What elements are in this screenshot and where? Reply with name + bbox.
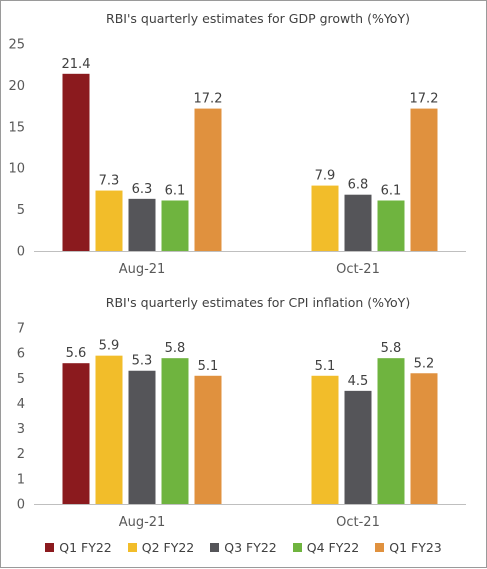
legend-label-q2-fy22: Q2 FY22 [141, 539, 195, 555]
cpi-category-label: Oct-21 [336, 515, 380, 530]
gdp-y-tick-label: 25 [8, 38, 25, 53]
cpi-bar-value-label: 5.6 [66, 346, 87, 361]
gdp-bar-value-label: 6.3 [132, 182, 153, 197]
cpi-chart-title: RBI's quarterly estimates for CPI inflat… [106, 295, 410, 310]
gdp-bar [410, 108, 438, 251]
cpi-y-tick-label: 5 [17, 372, 25, 387]
cpi-bar-value-label: 5.1 [315, 359, 336, 374]
gdp-bar-value-label: 6.1 [165, 183, 186, 198]
gdp-bar-value-label: 17.2 [410, 92, 439, 107]
cpi-bar-value-label: 5.3 [132, 354, 153, 369]
gdp-bar-value-label: 6.8 [348, 178, 369, 193]
gdp-bar [128, 198, 156, 251]
cpi-bar [95, 355, 123, 504]
cpi-bar-value-label: 5.1 [198, 359, 219, 374]
legend-swatch-q1-fy22 [45, 542, 55, 552]
gdp-y-tick-label: 15 [8, 120, 25, 135]
cpi-y-tick-label: 6 [17, 347, 25, 362]
legend-swatch-q4-fy22 [292, 542, 302, 552]
gdp-category-label: Oct-21 [336, 262, 380, 277]
cpi-chart: RBI's quarterly estimates for CPI inflat… [17, 295, 466, 530]
cpi-y-tick-label: 0 [17, 498, 25, 513]
cpi-y-tick-label: 4 [17, 397, 25, 412]
cpi-bar-value-label: 5.9 [99, 339, 120, 354]
gdp-y-tick-label: 10 [8, 162, 25, 177]
legend-label-q1-fy22: Q1 FY22 [59, 539, 112, 555]
legend-item-q4-fy22: Q4 FY22 [292, 539, 360, 555]
cpi-bar [161, 358, 189, 504]
gdp-y-tick-label: 0 [17, 245, 25, 260]
legend-label-q3-fy22: Q3 FY22 [224, 539, 277, 555]
gdp-bar [62, 73, 90, 251]
cpi-y-tick-label: 3 [17, 422, 25, 437]
gdp-bar [377, 200, 405, 251]
cpi-bar [194, 375, 222, 504]
cpi-bar [344, 390, 372, 504]
cpi-bar-value-label: 5.2 [414, 356, 435, 371]
cpi-bar-value-label: 4.5 [348, 374, 369, 389]
cpi-bar [62, 363, 90, 504]
gdp-bar [161, 200, 189, 251]
gdp-bar-value-label: 7.3 [99, 174, 120, 189]
cpi-category-label: Aug-21 [119, 515, 166, 530]
gdp-bar [194, 108, 222, 251]
cpi-y-tick-label: 7 [17, 322, 25, 337]
gdp-bar-value-label: 17.2 [194, 92, 223, 107]
gdp-chart-title: RBI's quarterly estimates for GDP growth… [106, 11, 410, 26]
gdp-bar-value-label: 7.9 [315, 169, 336, 184]
cpi-bar [128, 370, 156, 504]
gdp-y-tick-label: 20 [8, 79, 25, 94]
legend: Q1 FY22 Q2 FY22 Q3 FY22 Q4 FY22 Q1 FY23 [0, 536, 487, 558]
cpi-bar-value-label: 5.8 [381, 341, 402, 356]
gdp-bar-value-label: 21.4 [62, 57, 91, 72]
gdp-bar [344, 194, 372, 251]
gdp-bar-value-label: 6.1 [381, 183, 402, 198]
cpi-bar [410, 373, 438, 504]
legend-item-q1-fy22: Q1 FY22 [45, 540, 112, 555]
gdp-category-label: Aug-21 [119, 262, 166, 277]
legend-swatch-q3-fy22 [210, 542, 220, 552]
cpi-bar [377, 358, 405, 504]
legend-item-q1-fy23: Q1 FY23 [375, 540, 442, 555]
legend-item-q2-fy22: Q2 FY22 [127, 539, 195, 555]
gdp-y-tick-label: 5 [17, 203, 25, 218]
legend-swatch-q2-fy22 [127, 542, 137, 552]
gdp-bar [95, 190, 123, 251]
legend-label-q1-fy23: Q1 FY23 [389, 539, 442, 555]
legend-item-q3-fy22: Q3 FY22 [210, 540, 277, 555]
legend-label-q4-fy22: Q4 FY22 [306, 539, 360, 555]
gdp-bar [311, 185, 339, 251]
cpi-bar-value-label: 5.8 [165, 341, 186, 356]
legend-swatch-q1-fy23 [375, 542, 385, 552]
cpi-bar [311, 375, 339, 504]
gdp-chart: RBI's quarterly estimates for GDP growth… [8, 11, 466, 277]
cpi-y-tick-label: 1 [17, 472, 25, 487]
cpi-y-tick-label: 2 [17, 447, 25, 462]
